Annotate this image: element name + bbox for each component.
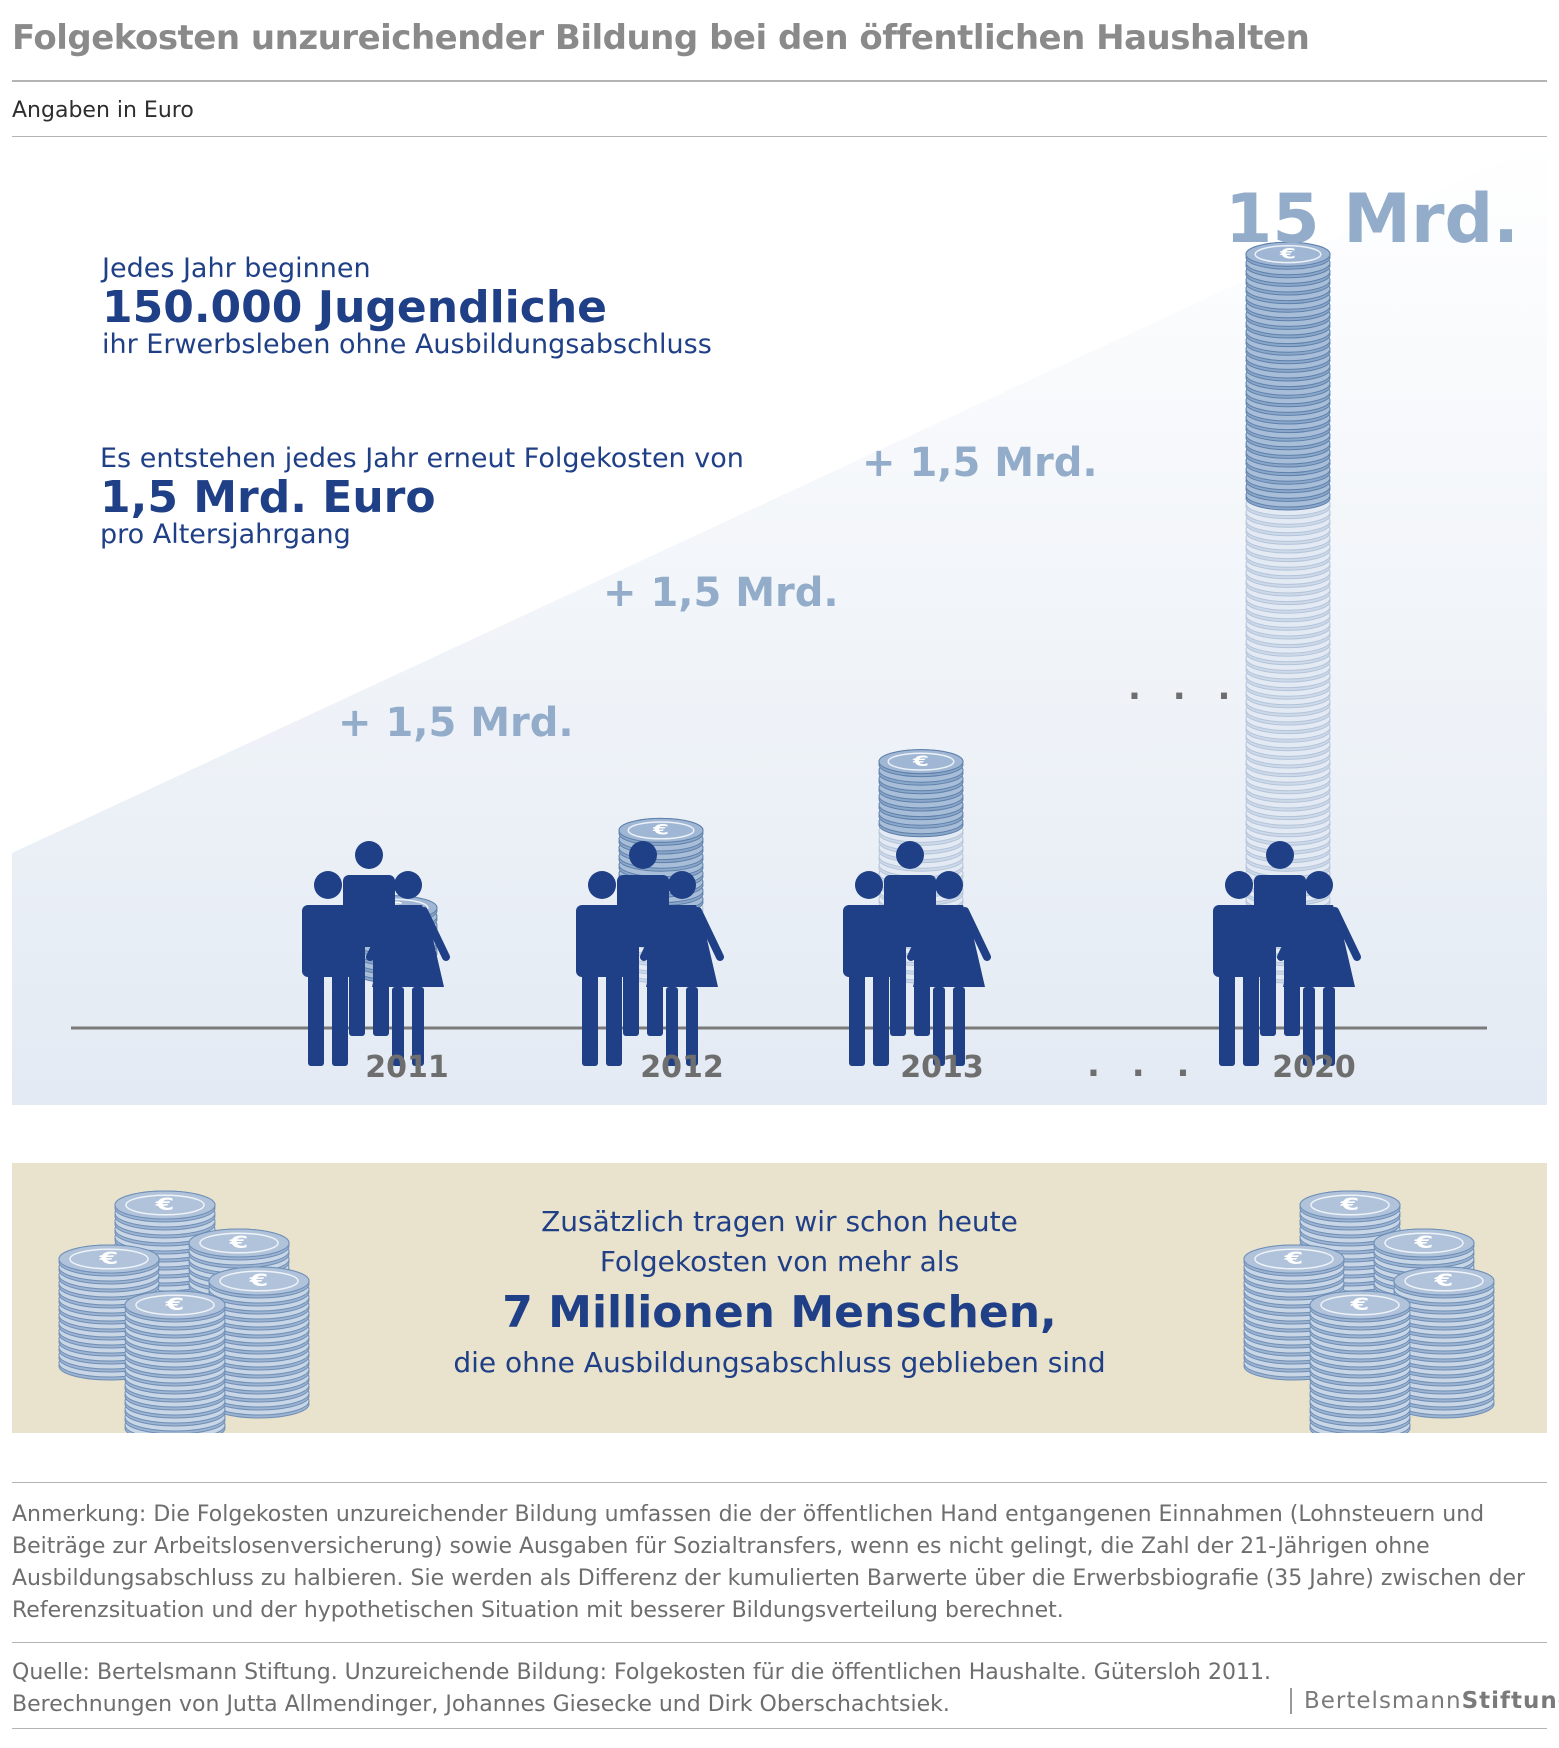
source-line-1: Quelle: Bertelsmann Stiftung. Unzureiche…	[12, 1660, 1271, 1685]
callout-line-3: 7 Millionen Menschen,	[12, 1287, 1547, 1338]
title-divider	[12, 80, 1547, 82]
people-group-2020	[1213, 841, 1361, 1066]
increment-label-2013: + 1,5 Mrd.	[862, 440, 1098, 486]
svg-text:€: €	[164, 1295, 184, 1314]
svg-text:€: €	[98, 1249, 118, 1268]
year-label-2020: 2020	[1272, 1050, 1356, 1085]
svg-text:€: €	[912, 752, 929, 769]
intro-block-1: Jedes Jahr beginnen 150.000 Jugendliche …	[102, 253, 712, 360]
callout-line-1: Zusätzlich tragen wir schon heute	[541, 1205, 1018, 1238]
increment-label-2011: + 1,5 Mrd.	[338, 700, 574, 746]
svg-text:€: €	[154, 1195, 174, 1214]
svg-text:€: €	[1279, 245, 1296, 262]
coin-pile-right: €€€€€	[1243, 1190, 1495, 1433]
callout-line-4: die ohne Ausbildungsabschluss geblieben …	[453, 1346, 1106, 1379]
people-group-2012	[576, 841, 724, 1066]
subtitle-divider	[12, 136, 1547, 137]
intro-line-5: 1,5 Mrd. Euro	[100, 472, 436, 523]
svg-text:€: €	[1283, 1249, 1303, 1268]
ellipsis-axis: . . .	[1087, 1045, 1200, 1085]
svg-text:€: €	[1339, 1195, 1359, 1214]
intro-line-3: ihr Erwerbsleben ohne Ausbildungsabschlu…	[102, 329, 712, 360]
footnote: Anmerkung: Die Folgekosten unzureichende…	[12, 1502, 1526, 1623]
svg-text:€: €	[652, 821, 669, 838]
svg-text:€: €	[228, 1233, 248, 1252]
intro-block-2: Es entstehen jedes Jahr erneut Folgekost…	[100, 443, 744, 550]
logo-part-1: Bertelsmann	[1304, 1688, 1462, 1714]
svg-text:€: €	[1433, 1271, 1453, 1290]
svg-text:€: €	[1413, 1233, 1433, 1252]
svg-text:€: €	[1349, 1295, 1369, 1314]
source-line-2: Berechnungen von Jutta Allmendinger, Joh…	[12, 1692, 950, 1717]
callout-highlight: 7 Millionen Menschen	[502, 1287, 1041, 1338]
growth-wedge	[12, 140, 1547, 1105]
svg-text:€: €	[248, 1271, 268, 1290]
source-block: Quelle: Bertelsmann Stiftung. Unzureiche…	[12, 1657, 1271, 1721]
year-label-2012: 2012	[640, 1050, 724, 1085]
note-divider	[12, 1482, 1547, 1483]
coin-pile-left: €€€€€	[58, 1190, 310, 1433]
page-subtitle: Angaben in Euro	[12, 98, 194, 123]
people-group-2013	[843, 841, 991, 1066]
logo-part-2: Stiftung	[1461, 1688, 1559, 1714]
people-group-2011	[302, 841, 450, 1066]
infographic-panel: €€€€	[12, 140, 1547, 1105]
year-label-2013: 2013	[900, 1050, 984, 1085]
increment-label-2012: + 1,5 Mrd.	[603, 570, 839, 616]
intro-line-4: Es entstehen jedes Jahr erneut Folgekost…	[100, 443, 744, 474]
callout-comma: ,	[1040, 1287, 1057, 1338]
bottom-divider	[12, 1728, 1547, 1729]
callout-line-2: Folgekosten von mehr als	[599, 1245, 960, 1278]
intro-line-6: pro Altersjahrgang	[100, 519, 351, 550]
year-label-2011: 2011	[365, 1050, 449, 1085]
page-title: Folgekosten unzureichender Bildung bei d…	[12, 18, 1310, 58]
intro-line-1: Jedes Jahr beginnen	[102, 253, 371, 284]
source-divider	[12, 1642, 1547, 1643]
intro-line-2: 150.000 Jugendliche	[102, 282, 607, 333]
total-label-2020: 15 Mrd.	[1225, 180, 1520, 259]
ellipsis-chart: . . .	[1128, 668, 1241, 708]
callout-box: € € € € € € € € € € Zusätzlich tragen wir schon …	[12, 1163, 1547, 1433]
